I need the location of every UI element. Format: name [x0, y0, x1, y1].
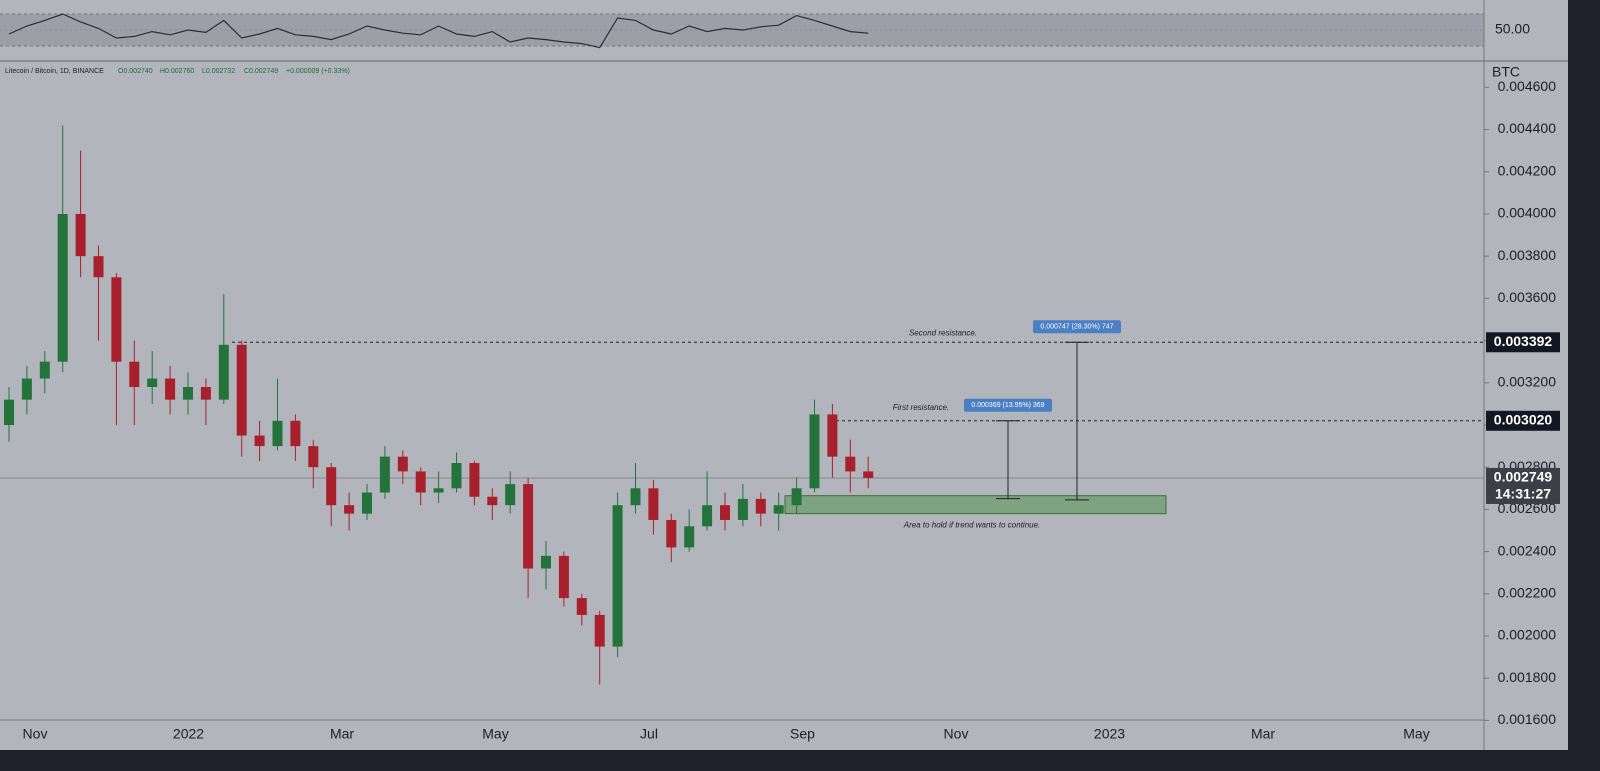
- price-label-box: [1486, 332, 1560, 353]
- candle-body: [469, 462, 480, 497]
- x-tick-label: Sep: [790, 726, 815, 742]
- candle-body: [612, 505, 623, 647]
- ohlc-legend: L0.002732: [202, 68, 235, 75]
- candle-body: [863, 471, 874, 478]
- background: [0, 0, 1568, 750]
- candle-body: [39, 361, 50, 379]
- candle-body: [737, 498, 748, 520]
- y-tick-label: 0.001600: [1498, 711, 1557, 727]
- candle-body: [505, 484, 516, 506]
- candle-body: [272, 420, 283, 447]
- candle-body: [111, 277, 122, 362]
- candle-body: [433, 488, 444, 493]
- candle-body: [183, 387, 193, 400]
- candle-body: [290, 420, 301, 447]
- candle-body: [165, 378, 176, 400]
- price-label-box: [1486, 410, 1560, 431]
- x-tick-label: Nov: [23, 726, 48, 742]
- countdown: 14:31:27: [1495, 486, 1551, 502]
- candle-body: [4, 399, 14, 425]
- candle-body: [523, 484, 534, 569]
- candle-body: [344, 505, 355, 514]
- x-tick-label: Jul: [640, 726, 658, 742]
- price-label: 0.003020: [1494, 411, 1553, 427]
- y-tick-label: 0.004000: [1498, 205, 1557, 221]
- y-tick-label: 0.002400: [1498, 542, 1557, 558]
- candle-body: [791, 488, 802, 506]
- candle-body: [57, 213, 68, 362]
- x-tick-label: Nov: [944, 726, 969, 742]
- candle-body: [93, 256, 104, 278]
- candle-body: [576, 598, 587, 615]
- y-tick-label: 0.004400: [1498, 120, 1557, 136]
- ohlc-legend: O0.002740: [118, 68, 153, 75]
- y-tick-label: 0.003200: [1498, 373, 1557, 389]
- candle-body: [200, 387, 211, 400]
- y-tick-label: 0.002600: [1498, 500, 1557, 516]
- rsi-line: [8, 13, 869, 49]
- annotation: First resistance.: [893, 403, 949, 412]
- candle-body: [827, 414, 838, 457]
- candle-body: [218, 344, 229, 400]
- y-tick-label: 0.002200: [1498, 585, 1557, 601]
- candle-body: [236, 344, 247, 436]
- candle-body: [326, 467, 337, 506]
- x-tick-label: Mar: [330, 726, 354, 742]
- x-tick-label: 2023: [1094, 726, 1125, 742]
- current-price-label: 0.002749: [1494, 469, 1553, 485]
- y-unit: BTC: [1492, 64, 1520, 80]
- x-tick-label: May: [482, 726, 508, 742]
- candle-body: [630, 488, 641, 506]
- current-price-box: [1486, 467, 1560, 504]
- ohlc-legend: H0.002760: [160, 68, 194, 75]
- candle-body: [666, 519, 677, 548]
- candle-body: [773, 505, 784, 514]
- candle-body: [415, 471, 426, 493]
- candle-body: [594, 614, 605, 647]
- candle-body: [362, 492, 372, 514]
- candle-body: [702, 505, 713, 527]
- candle-body: [720, 505, 730, 520]
- candle-body: [451, 462, 462, 489]
- measure-label-box: [964, 398, 1052, 412]
- annotation: Second resistance.: [909, 328, 977, 337]
- y-tick-label: 0.001800: [1498, 669, 1557, 685]
- ohlc-legend: +0.000009 (+0.33%): [286, 68, 350, 75]
- candle-body: [129, 361, 140, 388]
- candle-body: [755, 498, 766, 514]
- candle-body: [254, 435, 265, 447]
- ohlc-legend: C0.002749: [244, 68, 278, 75]
- y-tick-label: 0.004200: [1498, 162, 1557, 178]
- candle-body: [558, 555, 569, 599]
- candle-body: [308, 446, 319, 468]
- y-tick-label: 0.004600: [1498, 78, 1557, 94]
- candle-body: [809, 414, 820, 489]
- y-tick-label: 0.002000: [1498, 627, 1557, 643]
- candle-body: [487, 496, 498, 506]
- candle-body: [541, 555, 551, 569]
- x-tick-label: Mar: [1251, 726, 1275, 742]
- candle-body: [75, 213, 86, 257]
- rsi-tick-label: 50.00: [1495, 21, 1530, 37]
- y-tick-label: 0.003800: [1498, 247, 1557, 263]
- y-tick-label: 0.003600: [1498, 289, 1557, 305]
- candle-body: [147, 378, 158, 388]
- candle-body: [379, 456, 390, 493]
- candle-body: [397, 456, 408, 472]
- x-tick-label: 2022: [173, 726, 204, 742]
- candle-body: [684, 526, 695, 548]
- measure-label-box: [1033, 320, 1121, 334]
- candle-body: [845, 456, 856, 472]
- measure-label: 0.000747 (28.30%) 747: [1040, 324, 1113, 331]
- price-label: 0.003392: [1494, 333, 1553, 349]
- chart-title: Litecoin / Bitcoin, 1D, BINANCE: [5, 68, 104, 75]
- candle-body: [648, 488, 659, 520]
- measure-label: 0.000369 (13.95%) 369: [971, 402, 1044, 409]
- x-tick-label: May: [1403, 726, 1429, 742]
- hold-zone: [784, 495, 1167, 515]
- zone-label: Area to hold if trend wants to continue.: [903, 521, 1041, 530]
- candle-body: [21, 378, 32, 400]
